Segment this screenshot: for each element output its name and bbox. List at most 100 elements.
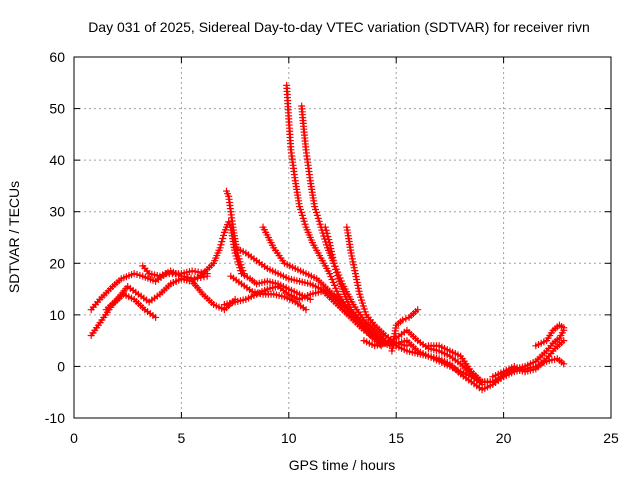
data-point xyxy=(399,316,407,324)
data-point xyxy=(327,247,335,255)
data-point xyxy=(356,290,364,298)
data-point xyxy=(333,287,341,295)
data-point xyxy=(349,258,357,266)
data-point xyxy=(352,273,360,281)
data-point xyxy=(350,264,358,272)
data-point xyxy=(357,293,365,301)
series-track-22 xyxy=(532,321,568,350)
data-point xyxy=(354,281,362,289)
data-point xyxy=(331,281,339,289)
data-point xyxy=(314,214,322,222)
data-point xyxy=(298,211,306,219)
data-point xyxy=(326,239,334,247)
data-point xyxy=(328,275,336,283)
data-point xyxy=(311,206,319,214)
data-point xyxy=(296,206,304,214)
x-tick-label: 10 xyxy=(281,430,297,446)
data-point xyxy=(324,232,332,240)
y-tick-label: 30 xyxy=(49,204,65,220)
data-point xyxy=(358,299,366,307)
data-point xyxy=(216,244,224,252)
data-point xyxy=(358,296,366,304)
x-tick-label: 20 xyxy=(496,430,512,446)
data-point xyxy=(360,305,368,313)
series-track-17 xyxy=(388,306,422,355)
data-point xyxy=(325,236,333,244)
data-point xyxy=(354,284,362,292)
axes: 0 5 10 15 20 25 -10 0 10 20 30 40 50 60 xyxy=(45,49,619,446)
y-tick-label: 50 xyxy=(49,101,65,117)
data-point xyxy=(326,270,334,278)
series-track-18 xyxy=(392,342,508,394)
data-point xyxy=(299,214,307,222)
y-tick-label: 10 xyxy=(49,307,65,323)
x-tick-label: 0 xyxy=(70,430,78,446)
data-point xyxy=(348,255,356,263)
data-point xyxy=(332,265,340,273)
data-point xyxy=(347,249,355,257)
data-point xyxy=(239,267,247,275)
data-point xyxy=(332,284,340,292)
data-point xyxy=(560,337,568,345)
data-point xyxy=(331,262,339,270)
data-point xyxy=(329,278,337,286)
data-point xyxy=(333,272,341,280)
data-point xyxy=(321,223,329,231)
series-track-13 xyxy=(321,223,394,350)
data-point xyxy=(238,264,246,272)
series-track-8 xyxy=(227,272,310,314)
plot-frame xyxy=(73,56,612,419)
data-point xyxy=(236,258,244,266)
data-point xyxy=(332,269,340,277)
data-point xyxy=(220,231,228,239)
data-point xyxy=(219,235,227,243)
data-point xyxy=(327,273,335,281)
data-point xyxy=(313,211,321,219)
data-point xyxy=(560,360,568,368)
data-point xyxy=(316,220,324,228)
y-tick-label: 60 xyxy=(49,49,65,65)
data-point xyxy=(312,208,320,216)
data-point xyxy=(203,272,211,280)
data-point xyxy=(361,308,369,316)
data-point xyxy=(302,306,310,314)
x-tick-label: 15 xyxy=(388,430,404,446)
y-tick-label: 40 xyxy=(49,152,65,168)
y-axis-label: SDTVAR / TECUs xyxy=(6,181,22,293)
data-point xyxy=(322,226,330,234)
data-point xyxy=(353,275,361,283)
data-point xyxy=(329,253,337,261)
x-tick-label: 5 xyxy=(178,430,186,446)
data-point xyxy=(235,255,243,263)
data-point xyxy=(350,261,358,269)
data-point xyxy=(348,252,356,260)
data-point xyxy=(237,261,245,269)
data-point xyxy=(351,270,359,278)
data-point xyxy=(351,267,359,275)
data-point xyxy=(326,242,334,250)
series-track-21 xyxy=(510,326,568,373)
data-point xyxy=(402,315,410,323)
data-point xyxy=(300,217,308,225)
x-tick-label: 25 xyxy=(603,430,619,446)
series-track-14 xyxy=(343,223,411,350)
data-point xyxy=(353,278,361,286)
data-point xyxy=(297,208,305,216)
data-point xyxy=(152,313,160,321)
data-point xyxy=(359,302,367,310)
data-point xyxy=(234,252,242,260)
x-axis-label: GPS time / hours xyxy=(289,457,396,473)
data-point xyxy=(329,256,337,264)
data-point xyxy=(240,270,248,278)
data-point xyxy=(323,229,331,237)
data-point xyxy=(217,241,225,249)
chart-title: Day 031 of 2025, Sidereal Day-to-day VTE… xyxy=(88,19,590,35)
data-point xyxy=(330,259,338,267)
data-point xyxy=(560,324,568,332)
data-point xyxy=(218,238,226,246)
data-series xyxy=(87,81,568,394)
data-point xyxy=(327,245,335,253)
data-point xyxy=(301,220,309,228)
